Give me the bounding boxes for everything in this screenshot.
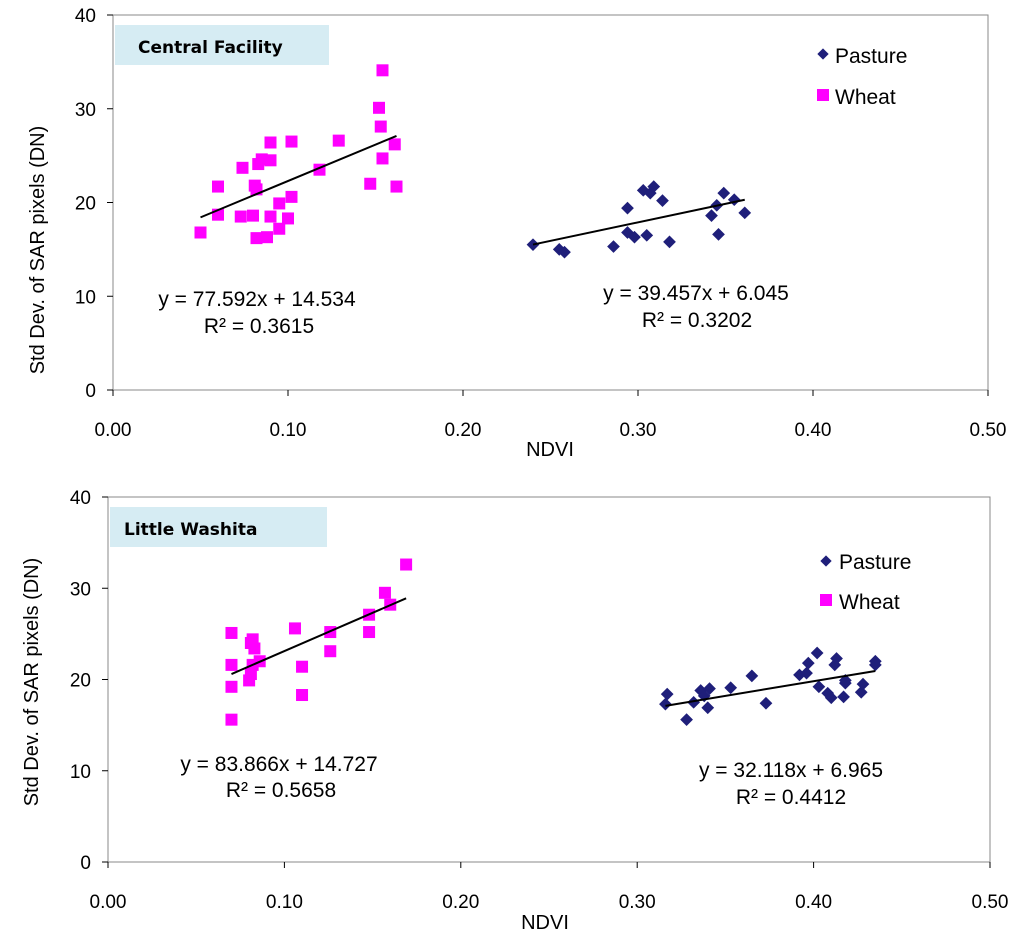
trendlines-1	[200, 134, 745, 246]
chart-title-1: Central Facility	[138, 38, 283, 58]
legend-wheat-label-2: Wheat	[839, 591, 900, 614]
legend-pasture-marker-2	[820, 555, 832, 567]
chart-title-2: Little Washita	[124, 520, 257, 540]
wheat-point	[212, 180, 224, 193]
wheat-point	[273, 197, 286, 210]
legend-1: Pasture Wheat	[817, 45, 907, 109]
wheat-point	[364, 177, 377, 190]
y-tick-label: 10	[70, 762, 91, 783]
wheat-point	[376, 152, 389, 165]
wheat-point	[374, 120, 387, 133]
wheat-point	[194, 226, 207, 239]
y-tick-label: 30	[75, 100, 96, 121]
wheat-point	[236, 161, 249, 174]
wheat-point	[248, 642, 261, 655]
wheat-point	[247, 209, 259, 222]
y-tick-label: 30	[70, 579, 91, 600]
wheat-point	[264, 210, 277, 223]
x-tick-label: 0.40	[795, 420, 832, 441]
y-tick-label: 20	[70, 671, 91, 692]
pasture-equation-2: y = 32.118x + 6.965	[699, 759, 883, 782]
wheat-point	[264, 136, 277, 149]
y-tick-label: 40	[70, 488, 91, 509]
x-tick-label: 0.40	[795, 892, 832, 913]
x-tick-label: 0.30	[619, 892, 656, 913]
wheat-r2-2: R² = 0.5658	[226, 779, 336, 802]
x-tick-label: 0.20	[442, 892, 479, 913]
wheat-point	[250, 232, 263, 245]
legend-pasture-marker-1	[817, 48, 829, 60]
pasture-trendline	[665, 669, 876, 707]
x-axis-1: 0.00 0.10 0.20 0.30 0.40 0.50	[95, 390, 1007, 441]
y-axis-label-2: Std Dev. of SAR pixels (DN)	[21, 558, 43, 807]
x-tick-label: 0.50	[970, 420, 1007, 441]
chart-little-washita: Little Washita 0 10 20 30 40 0.00 0.10 0.20 0.3…	[21, 488, 1008, 934]
trendlines-2	[231, 597, 876, 707]
x-tick-label: 0.20	[445, 420, 482, 441]
wheat-trendline	[231, 597, 407, 675]
wheat-point	[285, 135, 298, 148]
wheat-point	[400, 558, 413, 571]
legend-pasture-label-1: Pasture	[835, 45, 907, 68]
wheat-point	[324, 645, 337, 658]
pasture-equation-1: y = 39.457x + 6.045	[603, 282, 789, 305]
wheat-point	[246, 633, 259, 646]
wheat-point	[225, 713, 238, 726]
wheat-point	[288, 622, 301, 635]
legend-pasture-label-2: Pasture	[839, 551, 911, 574]
legend-2: Pasture Wheat	[820, 551, 911, 614]
y-tick-label: 0	[80, 853, 91, 874]
wheat-point	[363, 626, 376, 639]
wheat-point	[285, 190, 298, 203]
legend-wheat-marker-1	[817, 89, 829, 101]
wheat-trendline	[200, 134, 397, 219]
chart-title-box-2	[110, 507, 327, 547]
y-tick-label: 40	[75, 6, 96, 27]
chart-title-box-1	[115, 25, 329, 65]
wheat-point	[234, 210, 247, 223]
wheat-point	[225, 680, 238, 693]
wheat-point	[296, 660, 309, 673]
y-axis-1: 0 10 20 30 40	[75, 6, 113, 402]
wheat-point	[282, 212, 294, 225]
x-tick-label: 0.10	[270, 420, 307, 441]
wheat-point	[264, 154, 277, 167]
wheat-point	[376, 64, 389, 77]
x-tick-label: 0.00	[90, 892, 127, 913]
wheat-point	[373, 101, 385, 114]
wheat-point	[378, 586, 391, 599]
wheat-point	[390, 180, 403, 193]
wheat-point	[273, 222, 286, 235]
pasture-r2-2: R² = 0.4412	[736, 786, 846, 809]
wheat-point	[244, 668, 257, 681]
pasture-r2-1: R² = 0.3202	[642, 309, 752, 332]
x-tick-label: 0.00	[95, 420, 132, 441]
wheat-point	[225, 658, 238, 671]
x-axis-label-1: NDVI	[526, 439, 574, 461]
wheat-point	[388, 138, 401, 151]
wheat-r2-1: R² = 0.3615	[204, 315, 314, 338]
legend-wheat-label-1: Wheat	[835, 86, 896, 109]
wheat-equation-1: y = 77.592x + 14.534	[158, 288, 356, 311]
y-tick-label: 20	[75, 194, 96, 215]
plot-area-1	[112, 14, 989, 391]
wheat-equation-2: y = 83.866x + 14.727	[180, 753, 377, 776]
legend-wheat-marker-2	[820, 594, 832, 606]
wheat-point	[225, 626, 238, 639]
x-tick-label: 0.10	[266, 892, 303, 913]
wheat-point	[261, 231, 273, 244]
pasture-trendline	[532, 198, 745, 246]
y-tick-label: 0	[85, 381, 96, 402]
wheat-point	[296, 689, 309, 702]
y-tick-label: 10	[75, 287, 96, 308]
x-axis-2: 0.00 0.10 0.20 0.30 0.40 0.50	[90, 862, 1009, 913]
x-axis-label-2: NDVI	[521, 912, 569, 934]
y-axis-2: 0 10 20 30 40	[70, 488, 108, 874]
wheat-point	[332, 134, 345, 147]
y-axis-label-1: Std Dev. of SAR pixels (DN)	[27, 126, 49, 375]
x-tick-label: 0.50	[972, 892, 1009, 913]
x-tick-label: 0.30	[620, 420, 657, 441]
